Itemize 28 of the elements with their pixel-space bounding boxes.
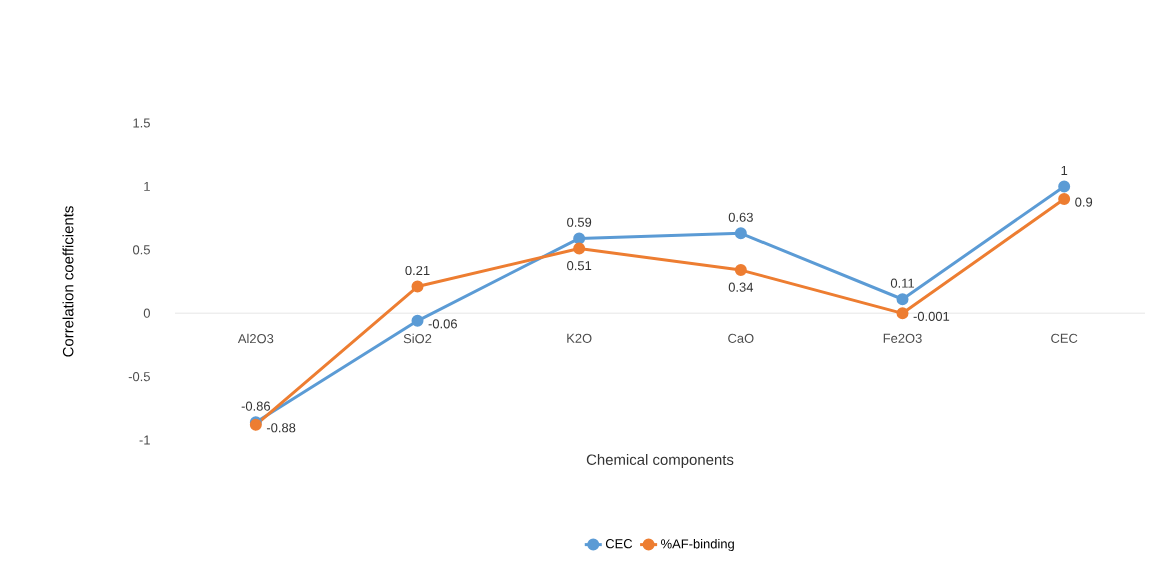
data-label: -0.88 (266, 423, 296, 433)
x-tick-label: CaO (728, 333, 754, 343)
x-tick-label: SiO2 (403, 333, 432, 344)
y-tick-label: -0.5 (128, 372, 150, 382)
y-tick-label: 1.5 (133, 118, 150, 128)
data-label: 0.51 (567, 261, 592, 271)
data-label: 0.9 (1075, 197, 1093, 207)
legend-label: CEC (605, 539, 633, 549)
data-label: 0.63 (728, 212, 753, 222)
data-label: 0.34 (728, 282, 754, 292)
y-tick-label: 0 (143, 308, 150, 318)
x-tick-label: K2O (567, 333, 592, 343)
data-label: 1 (1061, 165, 1068, 175)
data-label: 0.59 (567, 217, 592, 227)
data-label: 0.11 (890, 278, 915, 288)
data-label: 0.21 (405, 265, 430, 276)
x-axis-title: Chemical components (586, 454, 734, 468)
y-tick-label: 0.5 (132, 245, 150, 255)
y-tick-label: -1 (139, 435, 150, 445)
data-label: -0.86 (241, 401, 271, 411)
data-label: -0.06 (428, 319, 457, 329)
x-tick-label: Al2O3 (237, 333, 274, 344)
y-axis-title: Correlation coefficients (62, 206, 74, 357)
x-tick-label: CEC (1051, 333, 1078, 343)
x-tick-label: Fe2O3 (883, 333, 922, 343)
data-label: -0.001 (913, 311, 950, 321)
y-tick-label: 1 (144, 181, 150, 191)
legend-label: %AF-binding (661, 538, 734, 552)
